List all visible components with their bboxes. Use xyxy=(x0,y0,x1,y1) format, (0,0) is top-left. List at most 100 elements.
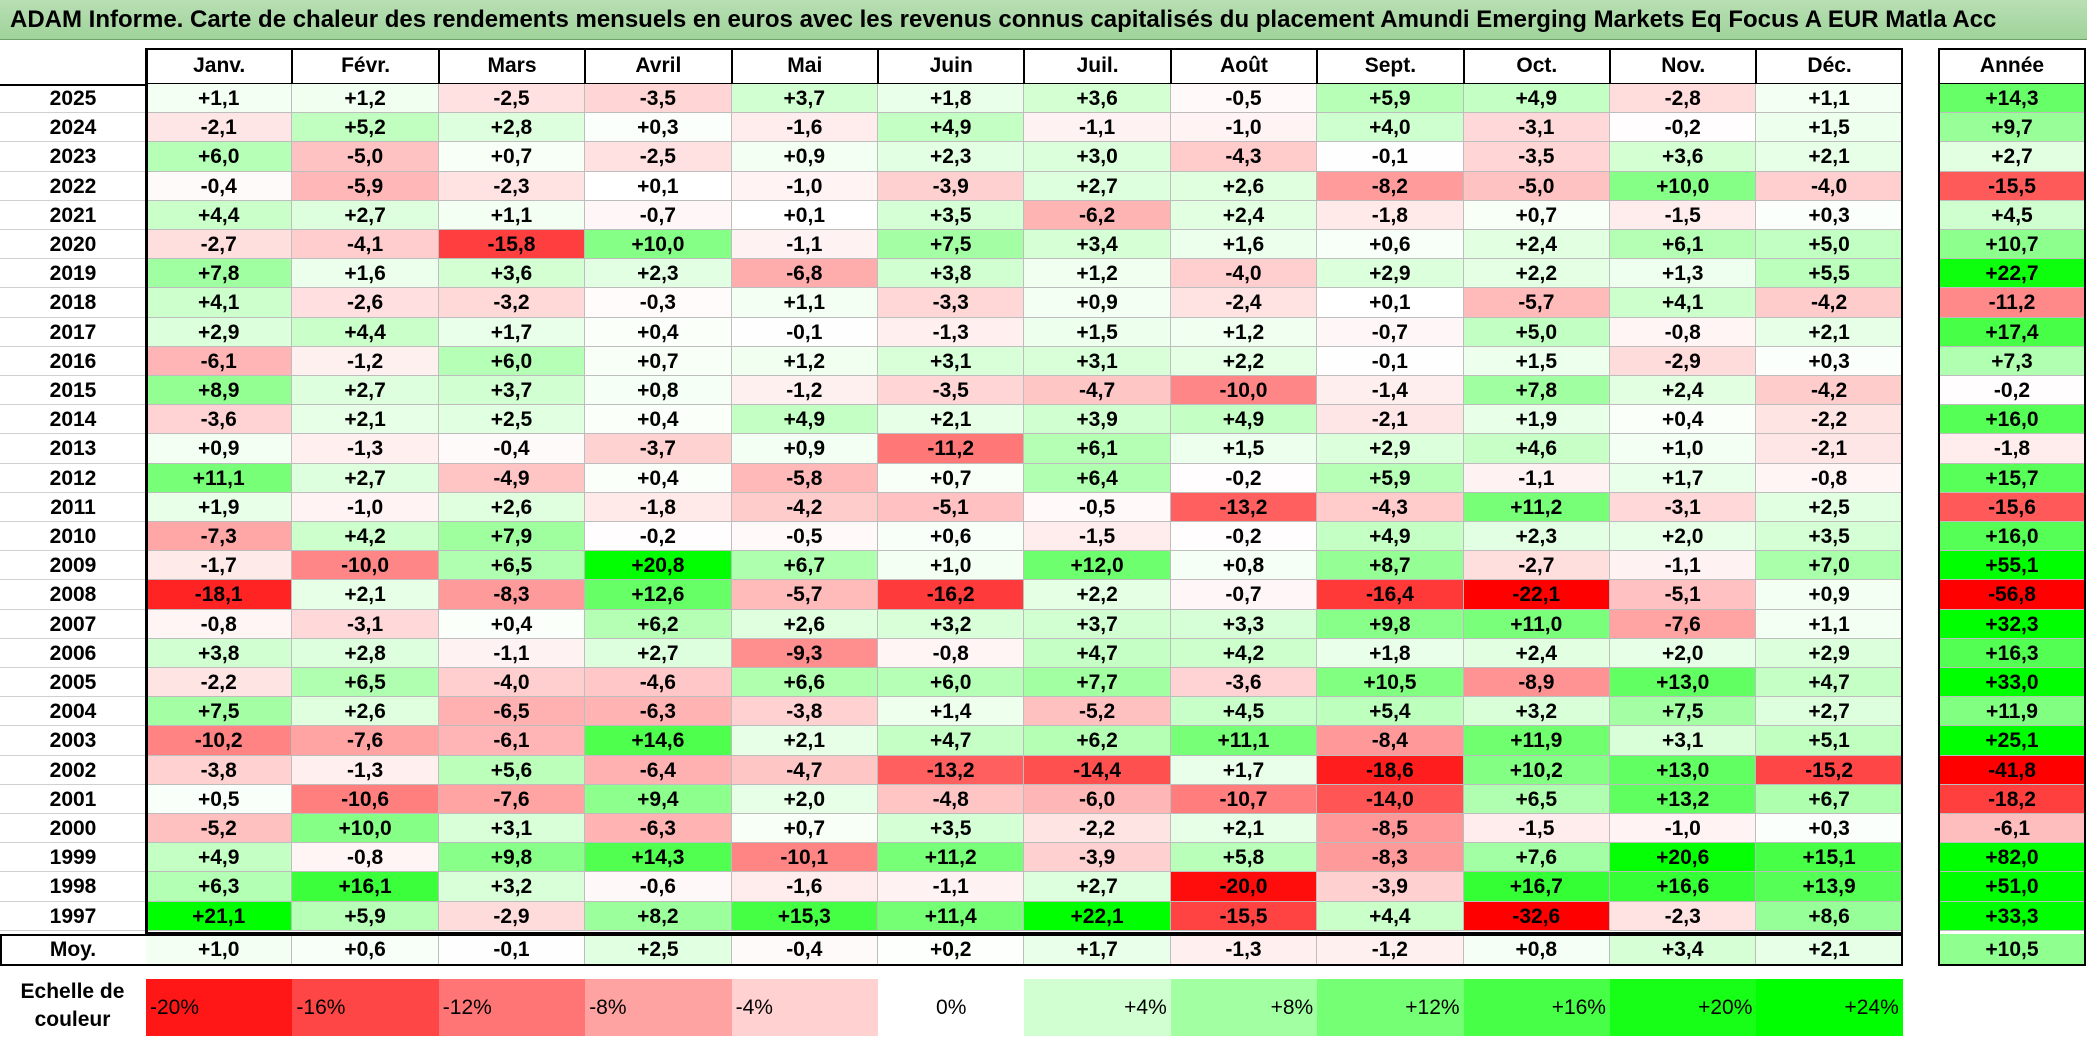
heatmap-cell: +6,3 xyxy=(146,872,293,902)
heatmap-cell: -1,8 xyxy=(1317,200,1464,230)
heatmap-cell: -16,4 xyxy=(1317,580,1464,610)
heatmap-cell: +6,1 xyxy=(1024,434,1171,464)
heatmap-cell: -3,6 xyxy=(1170,668,1318,698)
heatmap-cell: +2,7 xyxy=(585,638,732,668)
heatmap-cell: +2,1 xyxy=(292,580,439,610)
month-header-6: Juin xyxy=(878,48,1025,84)
month-header-7: Juil. xyxy=(1024,48,1171,84)
heatmap-cell: -6,2 xyxy=(1024,200,1171,230)
annual-cell: +55,1 xyxy=(1938,551,2086,581)
heatmap-cell: +11,0 xyxy=(1463,609,1610,639)
heatmap-cell: -4,3 xyxy=(1170,142,1318,172)
heatmap-cell: -6,3 xyxy=(585,814,732,844)
heatmap-cell: -6,4 xyxy=(585,755,732,785)
heatmap-cell: +12,0 xyxy=(1024,551,1171,581)
annual-cell: +14,3 xyxy=(1938,84,2086,114)
average-annual-cell: +10,5 xyxy=(1938,934,2086,966)
heatmap-cell: +2,7 xyxy=(292,376,439,406)
heatmap-cell: -15,5 xyxy=(1170,901,1318,931)
year-label: 2018 xyxy=(0,288,146,318)
heatmap-cell: -15,8 xyxy=(438,230,586,260)
heatmap-cell: +7,0 xyxy=(1756,551,1903,581)
heatmap-cell: +1,4 xyxy=(878,697,1025,727)
heatmap-cell: -3,8 xyxy=(146,755,293,785)
heatmap-cell: +5,0 xyxy=(1756,230,1903,260)
heatmap-cell: +2,4 xyxy=(1463,638,1610,668)
heatmap-cell: +1,5 xyxy=(1463,346,1610,376)
heatmap-cell: +5,6 xyxy=(438,755,586,785)
heatmap-cell: +6,2 xyxy=(1024,726,1171,756)
heatmap-cell: +4,9 xyxy=(146,843,293,873)
heatmap-cell: +2,7 xyxy=(292,463,439,493)
heatmap-cell: -2,1 xyxy=(1317,405,1464,435)
month-header-11: Nov. xyxy=(1610,48,1757,84)
heatmap-cell: -4,8 xyxy=(878,784,1025,814)
heatmap-cell: +4,2 xyxy=(292,522,439,552)
heatmap-cell: -5,7 xyxy=(1463,288,1610,318)
heatmap-cell: -2,1 xyxy=(146,113,293,143)
month-header-8: Août xyxy=(1170,48,1318,84)
heatmap-cell: +1,7 xyxy=(1610,463,1757,493)
heatmap-cell: -1,3 xyxy=(292,434,439,464)
year-label: 2003 xyxy=(0,726,146,756)
heatmap-cell: +0,1 xyxy=(585,171,732,201)
legend-label: Echelle de couleur xyxy=(0,978,145,1034)
heatmap-cell: +0,9 xyxy=(1024,288,1171,318)
year-total-header: Année xyxy=(1938,48,2086,84)
heatmap-cell: +12,6 xyxy=(585,580,732,610)
heatmap-cell: -8,4 xyxy=(1317,726,1464,756)
heatmap-cell: +0,1 xyxy=(1317,288,1464,318)
annual-cell: +16,3 xyxy=(1938,638,2086,668)
heatmap-cell: +6,7 xyxy=(731,551,878,581)
heatmap-cell: +2,0 xyxy=(731,784,878,814)
heatmap-cell: +11,1 xyxy=(1170,726,1318,756)
heatmap-cell: +0,7 xyxy=(1463,200,1610,230)
heatmap-cell: -0,1 xyxy=(1317,346,1464,376)
average-cell: -0,4 xyxy=(731,934,878,966)
heatmap-cell: -4,7 xyxy=(1024,376,1171,406)
heatmap-cell: +5,0 xyxy=(1463,317,1610,347)
heatmap-cell: -7,6 xyxy=(1610,609,1757,639)
heatmap-cell: -2,8 xyxy=(1610,84,1757,114)
heatmap-cell: +0,1 xyxy=(731,200,878,230)
annual-cell: -1,8 xyxy=(1938,434,2086,464)
heatmap-cell: -1,4 xyxy=(1317,376,1464,406)
average-cell: -1,3 xyxy=(1170,934,1318,966)
heatmap-cell: -0,7 xyxy=(1170,580,1318,610)
heatmap-cell: +6,7 xyxy=(1756,784,1903,814)
color-scale-swatch: +24% xyxy=(1756,979,1903,1036)
heatmap-cell: -2,6 xyxy=(292,288,439,318)
heatmap-cell: +16,6 xyxy=(1610,872,1757,902)
heatmap-cell: -3,8 xyxy=(731,697,878,727)
heatmap-cell: -10,1 xyxy=(731,843,878,873)
heatmap-cell: -3,9 xyxy=(1317,872,1464,902)
heatmap-cell: +2,3 xyxy=(878,142,1025,172)
heatmap-cell: -0,2 xyxy=(585,522,732,552)
heatmap-cell: +2,7 xyxy=(1024,171,1171,201)
heatmap-cell: -3,7 xyxy=(585,434,732,464)
heatmap-cell: +4,9 xyxy=(1463,84,1610,114)
heatmap-cell: -2,7 xyxy=(146,230,293,260)
heatmap-cell: -13,2 xyxy=(878,755,1025,785)
heatmap-cell: +7,7 xyxy=(1024,668,1171,698)
annual-cell: +33,0 xyxy=(1938,668,2086,698)
heatmap-cell: +4,9 xyxy=(878,113,1025,143)
heatmap-cell: -1,1 xyxy=(438,638,586,668)
heatmap-cell: +3,8 xyxy=(878,259,1025,289)
heatmap-cell: +5,9 xyxy=(292,901,439,931)
heatmap-cell: +5,2 xyxy=(292,113,439,143)
legend-label-line-2: couleur xyxy=(34,1008,111,1031)
heatmap-cell: +7,8 xyxy=(1463,376,1610,406)
annual-cell: -41,8 xyxy=(1938,755,2086,785)
heatmap-cell: +2,7 xyxy=(1756,697,1903,727)
heatmap-cell: -1,5 xyxy=(1463,814,1610,844)
heatmap-cell: +2,2 xyxy=(1024,580,1171,610)
heatmap-cell: +5,4 xyxy=(1317,697,1464,727)
heatmap-cell: -0,3 xyxy=(585,288,732,318)
heatmap-cell: -1,5 xyxy=(1610,200,1757,230)
color-scale-swatch: -16% xyxy=(292,979,439,1036)
heatmap-cell: +9,8 xyxy=(438,843,586,873)
heatmap-cell: +1,2 xyxy=(731,346,878,376)
annual-cell: -15,5 xyxy=(1938,171,2086,201)
heatmap-cell: -7,6 xyxy=(438,784,586,814)
